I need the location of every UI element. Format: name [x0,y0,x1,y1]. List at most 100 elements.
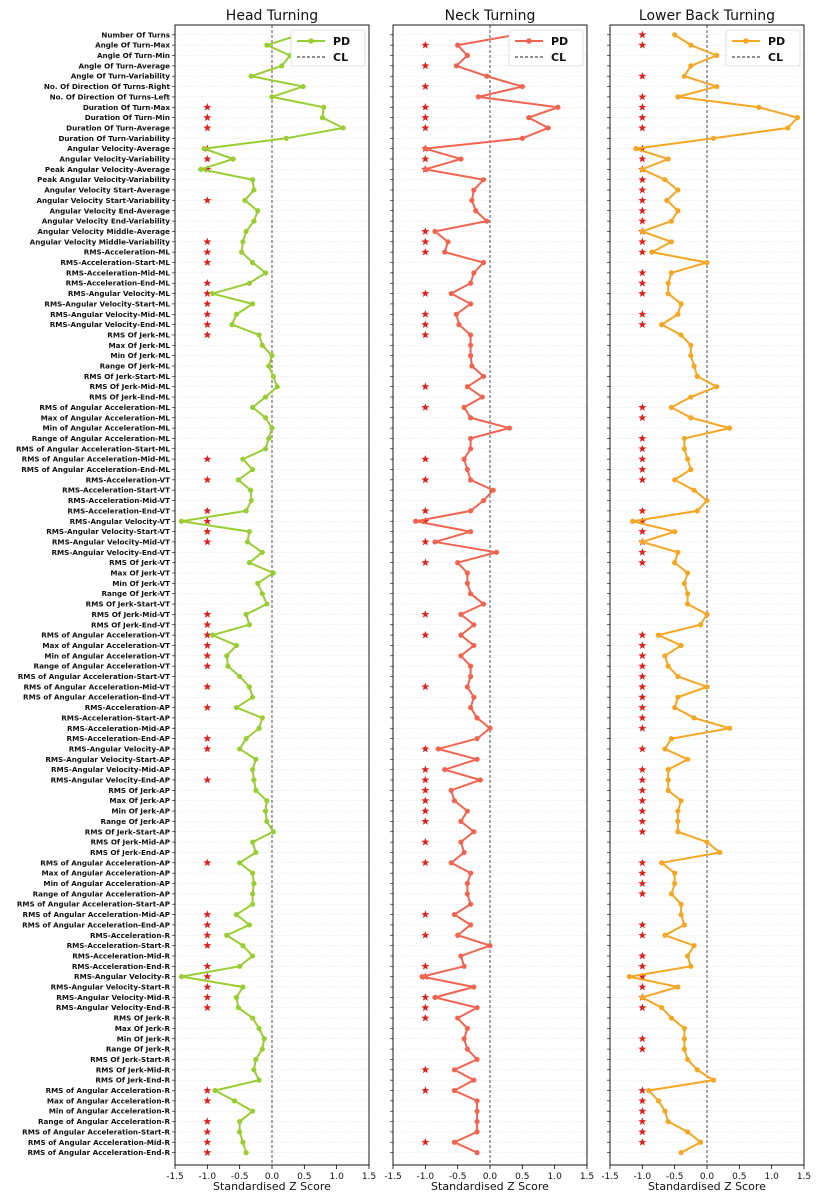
pd-data-point [468,446,474,452]
significance-star [421,237,430,246]
pd-data-point [240,943,246,949]
y-category-label: RMS-Angular Velocity-Start-ML [44,299,170,308]
pd-data-point [262,394,269,400]
pd-data-point [458,818,464,825]
pd-data-point [451,1087,458,1094]
pd-data-point [714,384,720,390]
pd-data-point [668,239,675,245]
pd-data-point [688,466,694,473]
significance-star [421,796,430,805]
significance-star [638,817,647,825]
pd-data-point [468,529,474,535]
y-category-label: Range of Angular Acceleration-R [38,1117,171,1126]
significance-star [421,403,430,411]
pd-data-point [458,156,464,162]
pd-data-point [475,94,481,100]
panel-title-head: Head Turning [226,8,318,24]
legend-box [508,29,584,67]
significance-star [203,734,212,742]
significance-star [638,465,647,473]
significance-star [638,775,647,784]
y-category-label: Range of Angular Acceleration-AP [33,889,170,898]
pd-data-point [464,684,470,690]
pd-data-point [479,394,485,400]
significance-star [421,1003,430,1012]
y-category-label: RMS of Angular Acceleration-R [46,1086,171,1095]
y-category-label: Range of Angular Acceleration-ML [32,434,171,443]
pd-data-point [474,1129,480,1135]
y-category-label: RMS-Acceleration-End-AP [67,734,170,743]
significance-star [421,454,430,463]
pd-data-point [688,42,694,48]
pd-data-point [691,363,697,369]
significance-star [638,558,647,567]
x-tick-label: -0.5 [666,1172,684,1182]
y-category-label: Peak Angular Velocity-Average [45,165,170,174]
significance-star [421,1086,430,1094]
pd-data-point [455,932,461,938]
significance-star [203,506,212,515]
pd-data-point [251,1067,257,1073]
y-category-label: RMS Of Jerk-R [114,1014,171,1023]
pd-data-point [468,435,474,442]
pd-data-point [704,839,710,845]
pd-data-point [255,208,261,214]
y-category-label: RMS of Angular Acceleration-VT [41,631,170,640]
x-tick-label: 0.5 [297,1172,311,1182]
pd-data-point [468,591,474,597]
pd-data-point [266,363,272,369]
x-tick-label: -1.5 [601,1172,619,1182]
pd-data-point [455,560,461,566]
significance-star [421,765,430,774]
pd-data-point [259,342,265,348]
significance-star [638,196,647,204]
significance-star [638,879,647,887]
pd-data-point [237,1118,243,1125]
y-category-label: Min of Angular Acceleration-VT [44,651,170,660]
pd-data-point [464,384,470,390]
significance-star [638,413,647,422]
pd-data-point [662,746,668,752]
legend-pd-marker [743,38,749,44]
y-category-label: RMS Of Jerk-Start-VT [86,600,170,609]
pd-data-point [464,808,470,814]
pd-data-point [233,911,240,918]
pd-data-point [253,1056,259,1063]
pd-data-point [662,177,668,183]
pd-data-point [413,518,419,524]
pd-data-point [633,146,639,152]
significance-star [638,724,647,732]
pd-data-point [468,415,474,421]
pd-data-point [646,1087,652,1094]
pd-data-point [246,622,252,628]
pd-data-point [727,725,733,731]
panel-2: -1.5 -1.0 -0.5 0.0 0.5 1.0 1.5 PD CL [601,24,811,1182]
pd-data-point [665,767,671,773]
pd-data-point [717,849,723,856]
pd-data-point [697,1139,704,1145]
pd-data-point [250,177,256,183]
significance-star [203,537,212,546]
pd-data-point [246,684,252,690]
pd-data-point [688,963,694,969]
significance-star [203,920,212,929]
pd-data-point [237,746,243,752]
significance-star [638,858,647,867]
pd-data-point [474,1005,480,1011]
x-tick-label: 0.0 [483,1172,498,1182]
pd-data-point [468,508,474,514]
pd-data-point [321,104,327,110]
significance-star [638,672,647,680]
significance-star [203,330,212,339]
pd-data-point [464,891,470,897]
pd-data-point [659,1005,665,1011]
pd-data-point [279,63,285,69]
significance-star [638,527,647,535]
y-category-label: RMS-Angular Velocity-ML [68,289,171,298]
pd-data-point [448,860,454,866]
pd-data-point [704,684,710,690]
pd-data-point [681,580,687,586]
pd-data-point [688,342,694,348]
y-category-label: RMS-Angular Velocity-Start-R [51,983,171,992]
